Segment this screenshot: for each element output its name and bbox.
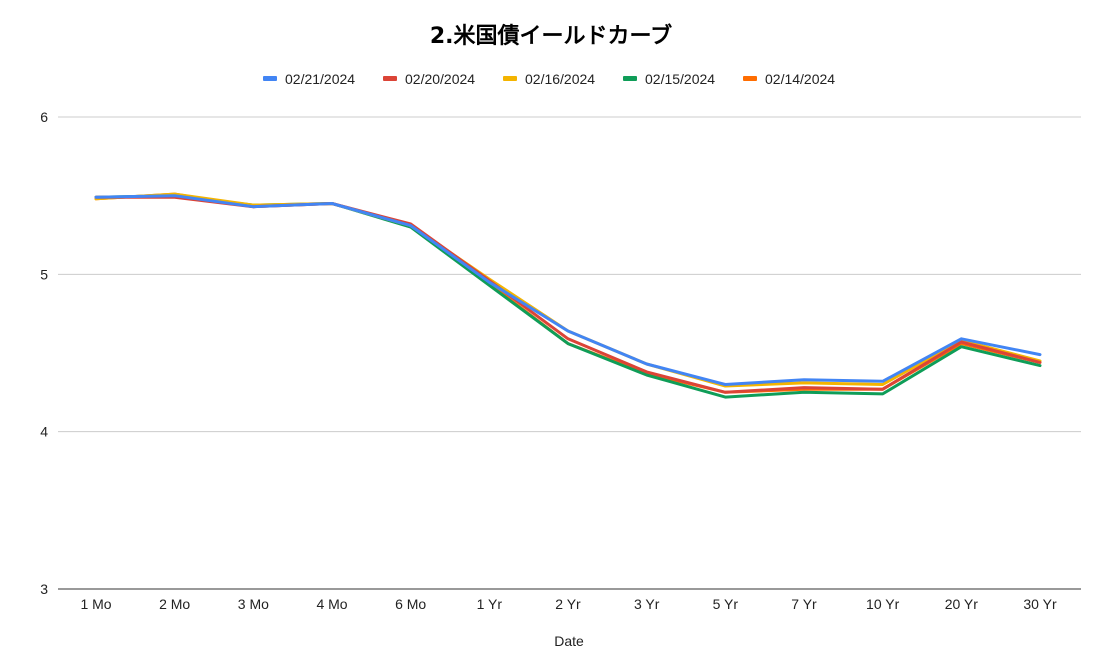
x-tick-label: 5 Yr (713, 596, 739, 612)
x-axis-title: Date (554, 633, 584, 649)
legend-item[interactable]: 02/15/2024 (623, 71, 715, 87)
legend-label: 02/21/2024 (285, 71, 355, 87)
x-tick-label: 10 Yr (866, 596, 900, 612)
x-tick-label: 30 Yr (1023, 596, 1057, 612)
legend-label: 02/15/2024 (645, 71, 715, 87)
x-tick-label: 20 Yr (945, 596, 979, 612)
y-tick-label: 5 (40, 266, 48, 282)
series-line-02-16-2024[interactable] (94, 192, 1042, 388)
legend-item[interactable]: 02/16/2024 (503, 71, 595, 87)
legend: 02/21/2024 02/20/2024 02/16/2024 02/15/2024… (263, 71, 835, 87)
legend-item[interactable]: 02/14/2024 (743, 71, 835, 87)
legend-label: 02/16/2024 (525, 71, 595, 87)
x-tick-label: 4 Mo (316, 596, 347, 612)
x-tick-label: 7 Yr (791, 596, 817, 612)
series-line-02-21-2024[interactable] (94, 194, 1042, 386)
y-tick-label: 4 (40, 424, 48, 440)
y-tick-label: 6 (40, 109, 48, 125)
legend-swatch (743, 76, 757, 81)
series-line-02-20-2024[interactable] (94, 195, 1042, 394)
x-tick-label: 1 Mo (80, 596, 111, 612)
legend-swatch (383, 76, 397, 81)
legend-item[interactable]: 02/21/2024 (263, 71, 355, 87)
chart-title: 2.米国債イールドカーブ (430, 23, 672, 49)
x-tick-label: 3 Mo (238, 596, 269, 612)
series-lines (94, 192, 1042, 399)
legend-label: 02/20/2024 (405, 71, 475, 87)
x-tick-label: 1 Yr (477, 596, 503, 612)
legend-item[interactable]: 02/20/2024 (383, 71, 475, 87)
x-tick-label: 3 Yr (634, 596, 660, 612)
x-tick-label: 6 Mo (395, 596, 426, 612)
x-axis-ticks: 1 Mo 2 Mo 3 Mo 4 Mo 6 Mo 1 Yr 2 Yr 3 Yr 5 Yr 7 Yr… (80, 596, 1057, 612)
x-tick-label: 2 Mo (159, 596, 190, 612)
legend-label: 02/14/2024 (765, 71, 835, 87)
x-tick-label: 2 Yr (555, 596, 581, 612)
legend-swatch (263, 76, 277, 81)
legend-swatch (623, 76, 637, 81)
series-line-02-14-2024[interactable] (94, 192, 1042, 394)
series-line-02-15-2024[interactable] (94, 194, 1042, 399)
y-tick-label: 3 (40, 581, 48, 597)
y-axis-ticks: 3 4 5 6 (40, 109, 48, 597)
legend-swatch (503, 76, 517, 81)
gridlines (58, 116, 1081, 590)
